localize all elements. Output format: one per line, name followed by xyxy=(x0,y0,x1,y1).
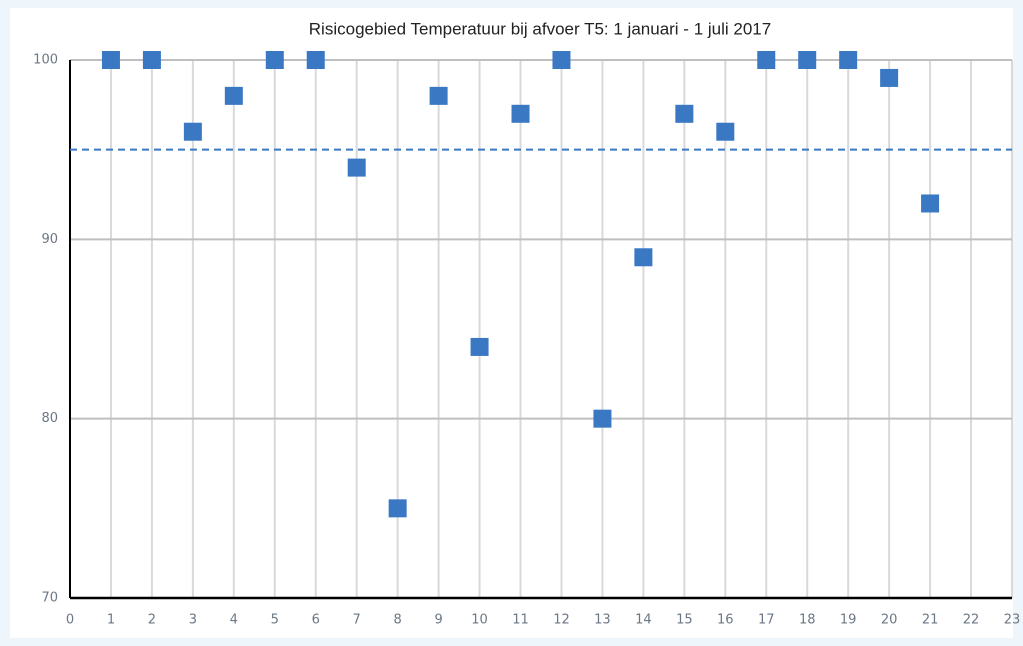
marker xyxy=(142,51,161,69)
marker xyxy=(183,122,202,141)
x-tick-label: 19 xyxy=(840,613,857,628)
x-tick-label: 9 xyxy=(434,613,442,628)
marker xyxy=(634,248,653,267)
chart-background xyxy=(10,8,1013,638)
x-tick-label: 22 xyxy=(963,613,980,628)
x-tick-label: 3 xyxy=(189,613,197,628)
x-tick-label: 18 xyxy=(799,613,816,628)
marker xyxy=(511,104,530,123)
x-tick-label: 15 xyxy=(676,613,693,628)
marker xyxy=(470,337,489,356)
marker xyxy=(880,68,899,87)
marker xyxy=(265,51,284,69)
marker xyxy=(757,51,776,69)
chart-title: Risicogebied Temperatuur bij afvoer T5: … xyxy=(309,19,771,38)
marker xyxy=(224,86,243,105)
marker xyxy=(101,51,120,69)
marker xyxy=(388,499,407,518)
x-tick-label: 16 xyxy=(717,613,734,628)
y-tick-label: 100 xyxy=(33,53,58,68)
x-tick-label: 13 xyxy=(594,613,611,628)
marker xyxy=(552,51,571,69)
marker xyxy=(306,51,325,69)
x-tick-label: 5 xyxy=(271,613,279,628)
marker xyxy=(593,409,612,428)
x-tick-label: 2 xyxy=(148,613,156,628)
x-tick-label: 10 xyxy=(471,613,488,628)
x-tick-label: 11 xyxy=(512,613,529,628)
y-tick-label: 90 xyxy=(41,232,58,247)
x-tick-label: 21 xyxy=(922,613,939,628)
marker xyxy=(347,158,366,177)
x-tick-label: 8 xyxy=(394,613,402,628)
x-tick-label: 6 xyxy=(312,613,320,628)
x-tick-label: 7 xyxy=(353,613,361,628)
marker xyxy=(675,104,694,123)
marker xyxy=(429,86,448,105)
x-tick-label: 23 xyxy=(1004,613,1021,628)
y-tick-label: 70 xyxy=(41,591,58,606)
x-tick-label: 0 xyxy=(66,613,74,628)
x-tick-label: 20 xyxy=(881,613,898,628)
y-tick-label: 80 xyxy=(41,411,58,426)
x-tick-label: 12 xyxy=(553,613,570,628)
marker xyxy=(921,194,940,213)
x-tick-label: 17 xyxy=(758,613,775,628)
marker xyxy=(798,51,817,69)
marker xyxy=(839,51,858,69)
x-tick-label: 1 xyxy=(107,613,115,628)
marker xyxy=(716,122,735,141)
x-tick-label: 4 xyxy=(230,613,238,628)
x-tick-label: 14 xyxy=(635,613,652,628)
